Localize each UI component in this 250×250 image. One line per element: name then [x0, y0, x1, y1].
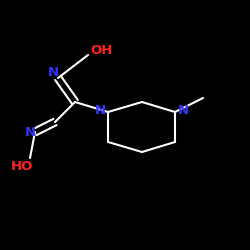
- Text: N: N: [24, 126, 36, 138]
- Text: N: N: [94, 104, 106, 117]
- Text: N: N: [178, 104, 188, 117]
- Text: N: N: [48, 66, 58, 78]
- Text: HO: HO: [11, 160, 33, 172]
- Text: OH: OH: [91, 44, 113, 58]
